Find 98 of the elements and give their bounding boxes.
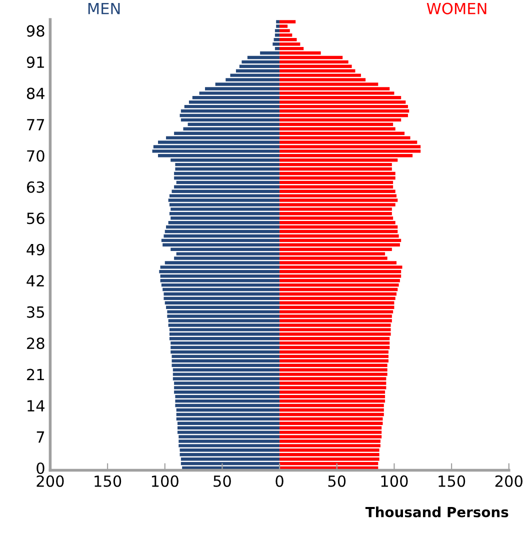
bar: [170, 350, 280, 354]
y-tick-label: 14: [28, 400, 44, 412]
bar: [280, 220, 396, 224]
y-tick-label: 21: [27, 368, 44, 380]
bar: [180, 114, 280, 118]
x-tick-label: 200: [36, 475, 64, 487]
bar: [176, 417, 280, 421]
bar: [175, 399, 280, 403]
bar: [280, 230, 398, 234]
bar: [280, 100, 406, 104]
bar: [242, 60, 280, 64]
bar: [280, 346, 390, 350]
bar: [176, 180, 280, 184]
y-tick-label: 98: [26, 25, 44, 37]
x-tick-label: 100: [381, 475, 408, 487]
bar: [280, 408, 384, 412]
y-tick-label: 35: [27, 306, 44, 318]
x-tick-label: 50: [214, 475, 231, 487]
bar: [280, 288, 398, 292]
bar: [180, 109, 280, 113]
bar: [280, 417, 383, 421]
y-tick-label: 63: [26, 181, 44, 193]
bar: [280, 180, 394, 184]
y-tick-label: 91: [26, 56, 44, 68]
bar: [280, 399, 386, 403]
bar: [280, 60, 348, 64]
bar: [280, 172, 396, 176]
bar: [180, 118, 280, 122]
bar: [280, 234, 399, 238]
bar: [172, 354, 280, 358]
x-axis-title: Thousand Persons: [365, 506, 508, 518]
y-tick-label: 49: [26, 244, 44, 256]
bar: [164, 234, 280, 238]
bar: [170, 341, 280, 345]
bar: [175, 404, 280, 408]
x-tick-label: 50: [328, 475, 346, 487]
x-tick-label: 0: [276, 475, 284, 487]
bar: [280, 114, 408, 118]
bar: [174, 176, 280, 180]
bar: [168, 220, 280, 224]
bar: [176, 412, 280, 416]
bar: [280, 359, 388, 363]
bar: [169, 336, 280, 340]
bar: [161, 238, 280, 242]
bar: [280, 176, 396, 180]
bar: [170, 346, 280, 350]
y-tick-label: 0: [36, 462, 44, 474]
bar: [280, 283, 399, 287]
bar: [175, 167, 280, 171]
bar: [161, 283, 280, 287]
bar: [280, 412, 384, 416]
bar: [280, 336, 390, 340]
bar: [174, 172, 280, 176]
y-tick-label: 70: [27, 150, 44, 162]
bar: [280, 296, 396, 300]
x-tick-label: 150: [438, 475, 466, 487]
bar: [172, 359, 280, 363]
y-tick-label: 42: [26, 275, 44, 286]
bar: [280, 341, 390, 345]
bar: [164, 296, 280, 300]
bar: [188, 100, 280, 104]
bar: [280, 350, 388, 354]
bar: [280, 278, 400, 282]
bar: [164, 230, 280, 234]
bar: [280, 354, 388, 358]
bar: [280, 462, 378, 466]
x-tick-label: 150: [94, 475, 122, 487]
bar: [166, 225, 280, 229]
bar: [280, 167, 392, 171]
bar: [280, 238, 402, 242]
bar: [180, 462, 280, 466]
bar: [280, 457, 380, 461]
bar: [180, 457, 280, 461]
y-tick-label: 77: [27, 119, 44, 130]
bar: [280, 225, 398, 229]
bar: [272, 42, 280, 46]
y-tick-label: 84: [26, 88, 44, 100]
bar: [280, 42, 300, 46]
bar: [280, 64, 352, 68]
bar: [164, 292, 280, 296]
y-tick-label: 28: [27, 338, 44, 350]
bar: [162, 288, 280, 292]
x-tick-label: 200: [495, 475, 522, 487]
bar: [280, 404, 384, 408]
bar: [280, 109, 410, 113]
y-tick-label: 56: [27, 212, 44, 224]
text: MEN: [88, 2, 120, 14]
y-tick-label: 7: [36, 431, 44, 443]
bar: [239, 64, 280, 68]
bar: [280, 292, 397, 296]
bar: [160, 278, 280, 282]
text: WOMEN: [426, 2, 486, 14]
x-tick-label: 100: [152, 475, 178, 487]
bar: [164, 301, 280, 305]
bar: [184, 104, 280, 108]
bar: [280, 104, 408, 108]
bar: [176, 408, 280, 412]
bar: [280, 301, 394, 305]
